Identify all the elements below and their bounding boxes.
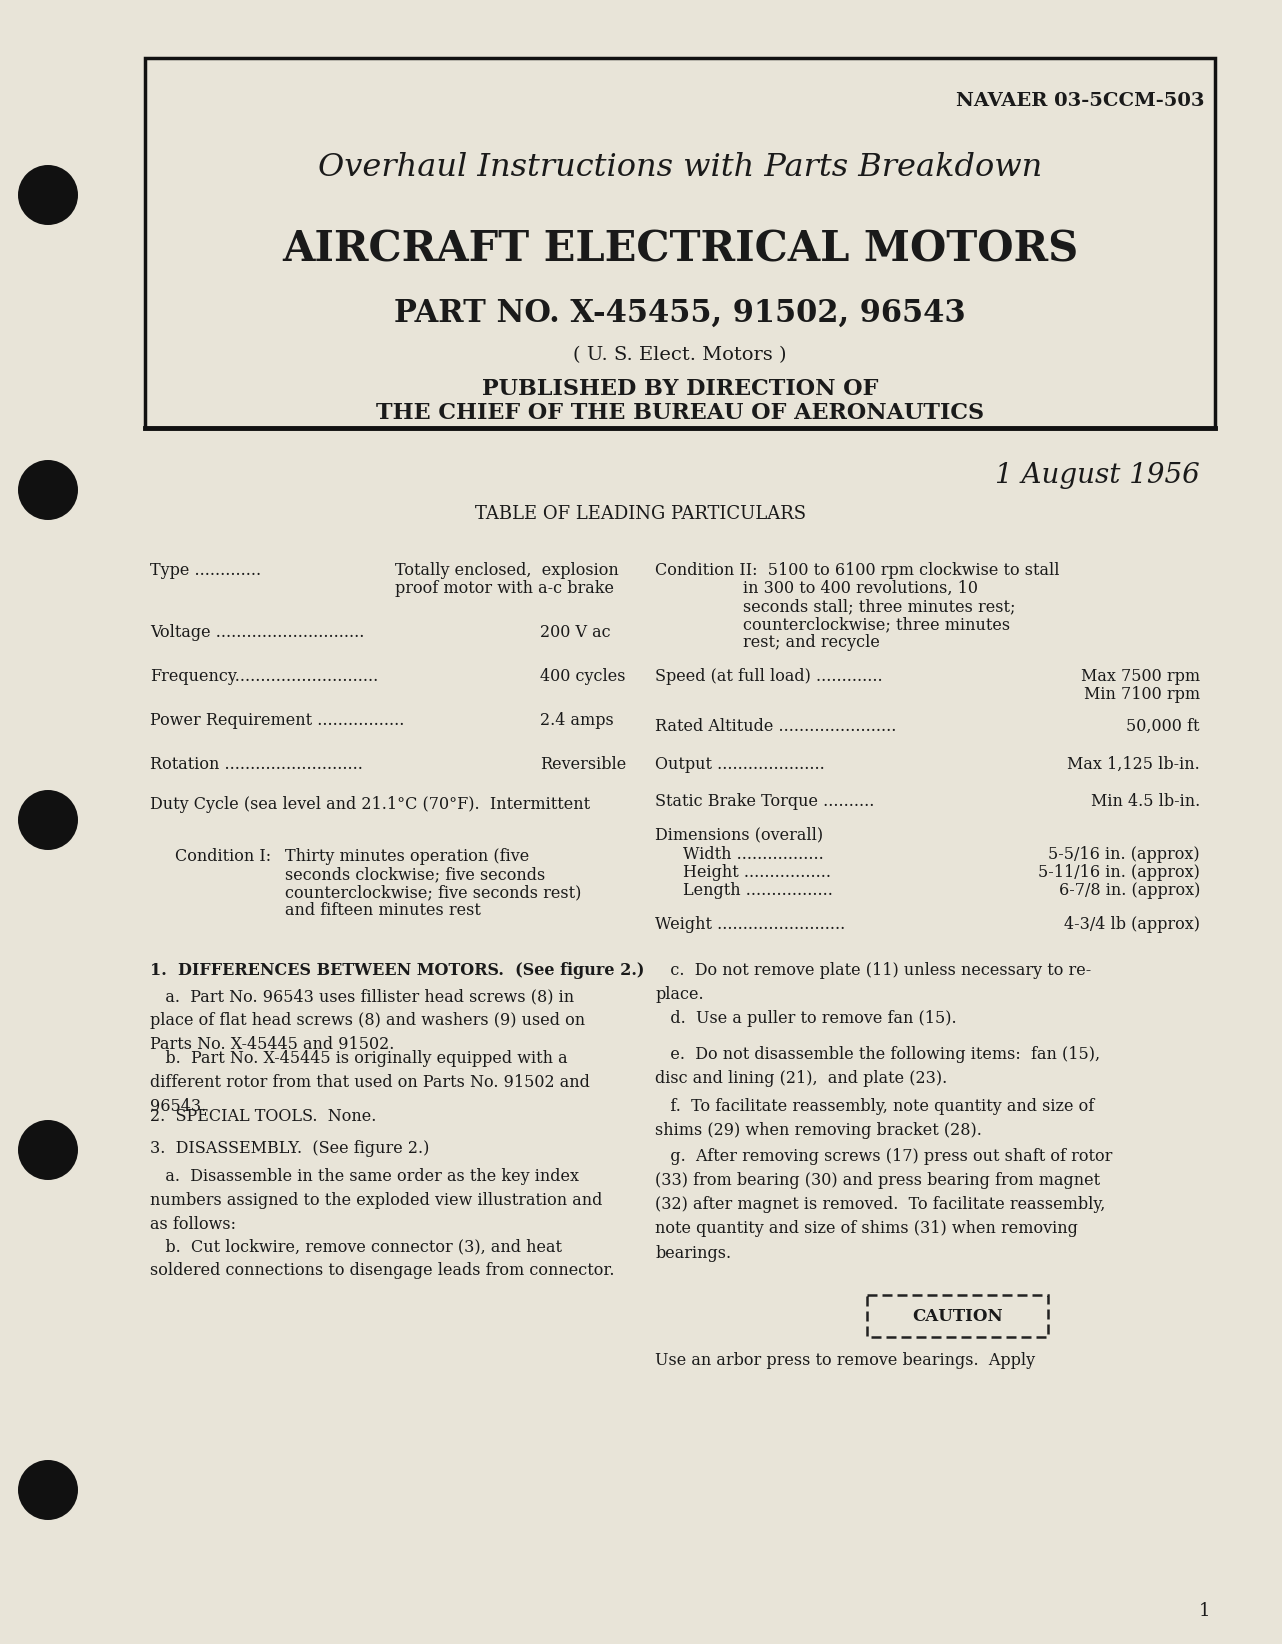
Text: 1 August 1956: 1 August 1956	[995, 462, 1200, 488]
Text: Frequency............................: Frequency............................	[150, 667, 378, 686]
Text: 1: 1	[1199, 1601, 1210, 1619]
Text: 400 cycles: 400 cycles	[540, 667, 626, 686]
Text: counterclockwise; five seconds rest): counterclockwise; five seconds rest)	[285, 884, 581, 901]
Text: NAVAER 03-5CCM-503: NAVAER 03-5CCM-503	[956, 92, 1205, 110]
Text: THE CHIEF OF THE BUREAU OF AERONAUTICS: THE CHIEF OF THE BUREAU OF AERONAUTICS	[376, 403, 985, 424]
Text: b.  Cut lockwire, remove connector (3), and heat
soldered connections to disenga: b. Cut lockwire, remove connector (3), a…	[150, 1238, 614, 1279]
Text: CAUTION: CAUTION	[913, 1307, 1003, 1325]
Text: ( U. S. Elect. Motors ): ( U. S. Elect. Motors )	[573, 345, 787, 363]
Text: 2.  SPECIAL TOOLS.  None.: 2. SPECIAL TOOLS. None.	[150, 1108, 377, 1124]
Text: 200 V ac: 200 V ac	[540, 625, 610, 641]
Text: Max 1,125 lb-in.: Max 1,125 lb-in.	[1067, 756, 1200, 773]
Text: 50,000 ft: 50,000 ft	[1127, 718, 1200, 735]
Text: Type .............: Type .............	[150, 562, 262, 579]
Text: Speed (at full load) .............: Speed (at full load) .............	[655, 667, 882, 686]
Circle shape	[18, 164, 78, 225]
Text: c.  Do not remove plate (11) unless necessary to re-
place.: c. Do not remove plate (11) unless neces…	[655, 962, 1091, 1003]
Text: a.  Part No. 96543 uses fillister head screws (8) in
place of flat head screws (: a. Part No. 96543 uses fillister head sc…	[150, 988, 585, 1054]
Text: Dimensions (overall): Dimensions (overall)	[655, 825, 823, 843]
Text: and fifteen minutes rest: and fifteen minutes rest	[285, 903, 481, 919]
Text: PUBLISHED BY DIRECTION OF: PUBLISHED BY DIRECTION OF	[482, 378, 878, 399]
Text: b.  Part No. X-45445 is originally equipped with a
different rotor from that use: b. Part No. X-45445 is originally equipp…	[150, 1051, 590, 1115]
Text: Thirty minutes operation (five: Thirty minutes operation (five	[285, 848, 529, 865]
Text: d.  Use a puller to remove fan (15).: d. Use a puller to remove fan (15).	[655, 1009, 956, 1028]
Text: 6-7/8 in. (approx): 6-7/8 in. (approx)	[1059, 881, 1200, 899]
Text: in 300 to 400 revolutions, 10: in 300 to 400 revolutions, 10	[744, 580, 978, 597]
Text: TABLE OF LEADING PARTICULARS: TABLE OF LEADING PARTICULARS	[476, 505, 806, 523]
Text: Condition II:  5100 to 6100 rpm clockwise to stall: Condition II: 5100 to 6100 rpm clockwise…	[655, 562, 1059, 579]
Text: Output .....................: Output .....................	[655, 756, 824, 773]
Text: Min 7100 rpm: Min 7100 rpm	[1083, 686, 1200, 704]
Text: a.  Disassemble in the same order as the key index
numbers assigned to the explo: a. Disassemble in the same order as the …	[150, 1167, 603, 1233]
Text: rest; and recycle: rest; and recycle	[744, 635, 879, 651]
Text: seconds stall; three minutes rest;: seconds stall; three minutes rest;	[744, 598, 1015, 615]
FancyBboxPatch shape	[867, 1295, 1047, 1337]
Text: g.  After removing screws (17) press out shaft of rotor
(33) from bearing (30) a: g. After removing screws (17) press out …	[655, 1148, 1113, 1261]
Text: Overhaul Instructions with Parts Breakdown: Overhaul Instructions with Parts Breakdo…	[318, 151, 1042, 182]
Text: 5-11/16 in. (approx): 5-11/16 in. (approx)	[1038, 865, 1200, 881]
Bar	[145, 58, 1215, 427]
Text: e.  Do not disassemble the following items:  fan (15),
disc and lining (21),  an: e. Do not disassemble the following item…	[655, 1046, 1100, 1087]
Text: Weight .........................: Weight .........................	[655, 916, 845, 934]
Text: AIRCRAFT ELECTRICAL MOTORS: AIRCRAFT ELECTRICAL MOTORS	[282, 229, 1078, 270]
Text: Voltage .............................: Voltage .............................	[150, 625, 364, 641]
Text: 4-3/4 lb (approx): 4-3/4 lb (approx)	[1064, 916, 1200, 934]
Text: Condition I:: Condition I:	[176, 848, 271, 865]
Text: seconds clockwise; five seconds: seconds clockwise; five seconds	[285, 866, 545, 883]
Text: Max 7500 rpm: Max 7500 rpm	[1081, 667, 1200, 686]
Text: 1.  DIFFERENCES BETWEEN MOTORS.  (See figure 2.): 1. DIFFERENCES BETWEEN MOTORS. (See figu…	[150, 962, 645, 978]
Text: 3.  DISASSEMBLY.  (See figure 2.): 3. DISASSEMBLY. (See figure 2.)	[150, 1139, 429, 1157]
Text: Width .................: Width .................	[683, 847, 824, 863]
Text: f.  To facilitate reassembly, note quantity and size of
shims (29) when removing: f. To facilitate reassembly, note quanti…	[655, 1098, 1095, 1139]
Text: counterclockwise; three minutes: counterclockwise; three minutes	[744, 616, 1010, 633]
Text: Height .................: Height .................	[683, 865, 831, 881]
Text: Static Brake Torque ..........: Static Brake Torque ..........	[655, 792, 874, 810]
Text: 5-5/16 in. (approx): 5-5/16 in. (approx)	[1049, 847, 1200, 863]
Text: Reversible: Reversible	[540, 756, 626, 773]
Circle shape	[18, 1460, 78, 1521]
Text: PART NO. X-45455, 91502, 96543: PART NO. X-45455, 91502, 96543	[394, 298, 965, 329]
Text: Use an arbor press to remove bearings.  Apply: Use an arbor press to remove bearings. A…	[655, 1351, 1035, 1369]
Text: Rotation ...........................: Rotation ...........................	[150, 756, 363, 773]
Text: Power Requirement .................: Power Requirement .................	[150, 712, 404, 728]
Text: Rated Altitude .......................: Rated Altitude .......................	[655, 718, 896, 735]
Text: Min 4.5 lb-in.: Min 4.5 lb-in.	[1091, 792, 1200, 810]
Text: 2.4 amps: 2.4 amps	[540, 712, 614, 728]
Circle shape	[18, 1120, 78, 1180]
Text: Duty Cycle (sea level and 21.1°C (70°F).  Intermittent: Duty Cycle (sea level and 21.1°C (70°F).…	[150, 796, 590, 814]
Text: Totally enclosed,  explosion: Totally enclosed, explosion	[395, 562, 619, 579]
Text: Length .................: Length .................	[683, 881, 833, 899]
Text: proof motor with a-c brake: proof motor with a-c brake	[395, 580, 614, 597]
Circle shape	[18, 791, 78, 850]
Circle shape	[18, 460, 78, 520]
